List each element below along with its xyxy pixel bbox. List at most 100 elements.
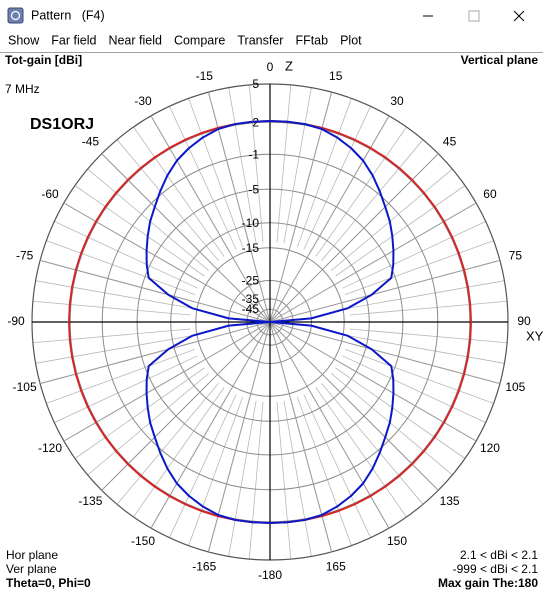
angle-tick-label: 45: [443, 135, 457, 149]
angle-tick-label: -165: [192, 560, 216, 574]
minor-spoke: [133, 387, 225, 518]
minor-spoke: [87, 373, 209, 476]
polar-chart: -180-165-150-135-120-105-90-75-60-45-30-…: [5, 53, 543, 590]
minor-spoke: [54, 221, 198, 289]
angle-grid-line: [39, 259, 271, 323]
minor-spoke: [35, 280, 192, 309]
gain-tick-label: -1: [248, 147, 259, 161]
minor-spoke: [169, 106, 237, 250]
gain-range: -999 < dBi < 2.1: [453, 562, 539, 576]
gain-tick-label: -25: [242, 274, 260, 288]
minor-spoke: [276, 401, 292, 560]
maximize-button[interactable]: [468, 10, 480, 22]
menu-item[interactable]: Near field: [108, 33, 162, 47]
angle-tick-label: -75: [16, 248, 34, 262]
minor-spoke: [348, 335, 505, 364]
menu-item[interactable]: Show: [8, 33, 40, 47]
angle-tick-label: 105: [505, 380, 525, 394]
angle-tick-label: 150: [387, 534, 407, 548]
minor-spoke: [321, 139, 424, 261]
minor-spoke: [228, 87, 257, 244]
minor-spoke: [32, 328, 191, 344]
angle-tick-label: -150: [131, 534, 155, 548]
minor-spoke: [349, 300, 508, 316]
minor-spoke: [296, 98, 352, 247]
angle-tick-label: -15: [196, 69, 214, 83]
minor-spoke: [342, 221, 486, 289]
angle-tick-label: 0: [267, 60, 274, 74]
angle-grid-line: [101, 321, 271, 491]
minor-spoke: [32, 300, 191, 316]
gain-tick-label: 5: [252, 77, 259, 91]
minor-spoke: [74, 185, 205, 277]
angle-grid-line: [101, 153, 271, 323]
footer-left: Theta=0, Phi=0: [6, 576, 91, 590]
gain-tick-label: -5: [248, 182, 259, 196]
legend-entry: Hor plane: [6, 548, 58, 562]
angle-tick-label: 15: [329, 69, 343, 83]
window-title: Pattern (F4): [31, 8, 105, 22]
menu-item[interactable]: Plot: [340, 33, 362, 47]
angle-grid-line: [63, 321, 271, 442]
angle-tick-label: 165: [326, 560, 346, 574]
angle-tick-label: -30: [134, 94, 152, 108]
angle-grid-line: [269, 259, 501, 323]
plane-label: Vertical plane: [461, 53, 539, 67]
minor-spoke: [335, 185, 466, 277]
angle-tick-label: -90: [7, 314, 25, 328]
gain-range: 2.1 < dBi < 2.1: [460, 548, 538, 562]
angle-grid-line: [269, 91, 333, 323]
angle-grid-line: [39, 321, 271, 385]
minor-spoke: [74, 367, 205, 459]
menu-item[interactable]: FFtab: [295, 33, 328, 47]
gain-tick-label: -35: [242, 292, 260, 306]
minor-spoke: [342, 355, 486, 423]
angle-grid-line: [269, 321, 333, 553]
axis-label: Z: [285, 58, 293, 73]
angle-tick-label: 30: [390, 94, 404, 108]
gain-tick-label: -15: [242, 241, 260, 255]
axis-label: XY: [526, 328, 543, 343]
gain-tick-label: -10: [242, 216, 260, 230]
angle-tick-label: -135: [78, 494, 102, 508]
minor-spoke: [188, 98, 244, 247]
minor-spoke: [315, 126, 407, 257]
angle-tick-label: 90: [517, 314, 531, 328]
angle-grid-line: [63, 202, 271, 323]
close-button[interactable]: [513, 10, 525, 22]
minor-spoke: [348, 280, 505, 309]
minor-spoke: [248, 401, 264, 560]
angle-tick-label: -120: [38, 441, 62, 455]
minor-spoke: [296, 397, 352, 546]
minor-spoke: [46, 348, 195, 404]
angle-grid-line: [269, 321, 501, 385]
minor-spoke: [321, 383, 424, 505]
minor-spoke: [276, 84, 292, 243]
angle-tick-label: -45: [82, 135, 100, 149]
angle-grid-line: [269, 321, 439, 491]
minor-spoke: [283, 87, 312, 244]
angle-tick-label: -60: [41, 187, 59, 201]
angle-grid-line: [207, 91, 271, 323]
gain-tick-label: -45: [242, 302, 260, 316]
angle-grid-line: [269, 115, 390, 323]
minor-spoke: [248, 84, 264, 243]
minor-spoke: [283, 400, 312, 557]
menu-item[interactable]: Transfer: [237, 33, 283, 47]
minor-spoke: [169, 394, 237, 538]
angle-grid-line: [207, 321, 271, 553]
angle-tick-label: 120: [480, 441, 500, 455]
angle-grid-line: [269, 202, 477, 323]
angle-tick-label: -105: [13, 380, 37, 394]
legend-entry: Ver plane: [6, 562, 57, 576]
minor-spoke: [54, 355, 198, 423]
menu-item[interactable]: Compare: [174, 33, 225, 47]
menu-item[interactable]: Far field: [51, 33, 96, 47]
angle-grid-line: [269, 321, 390, 529]
minor-spoke: [188, 397, 244, 546]
angle-tick-label: 135: [440, 494, 460, 508]
minor-spoke: [116, 139, 219, 261]
minor-spoke: [335, 367, 466, 459]
menu-bar: Show Far field Near field Compare Transfer FF…: [8, 33, 362, 47]
